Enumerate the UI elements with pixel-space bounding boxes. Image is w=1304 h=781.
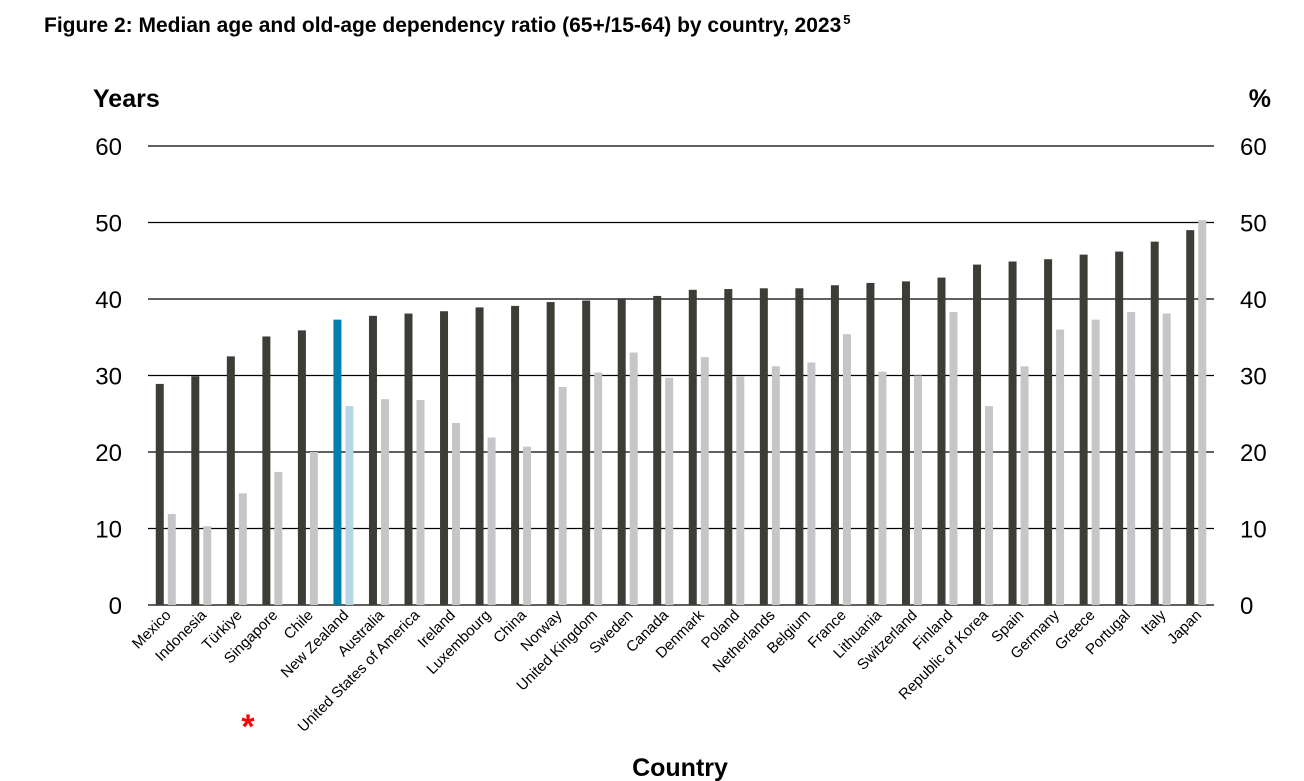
left-tick-label: 50 [95, 211, 122, 238]
bar-dependency-ratio-germany [1056, 329, 1065, 605]
bar-median-age-portugal [1115, 251, 1124, 605]
right-tick-label: 40 [1240, 287, 1267, 314]
bar-median-age-australia [368, 315, 377, 605]
bar-median-age-finland [937, 277, 946, 605]
bar-dependency-ratio-chile [309, 452, 318, 605]
bar-dependency-ratio-switzerland [913, 375, 922, 605]
gridlines [148, 145, 1214, 606]
bar-dependency-ratio-norway [558, 386, 567, 605]
bar-median-age-poland [724, 289, 733, 605]
bar-median-age-greece [1079, 254, 1088, 605]
bar-dependency-ratio-italy [1162, 313, 1171, 605]
bar-dependency-ratio-netherlands [771, 366, 780, 605]
bar-median-age-denmark [688, 289, 697, 605]
highlight-asterisk-marker: * [241, 708, 255, 746]
bar-dependency-ratio-ireland [452, 422, 461, 605]
left-tick-label: 10 [95, 517, 122, 544]
bar-dependency-ratio-sweden [629, 352, 638, 605]
bar-dependency-ratio-new-zealand [345, 406, 354, 605]
bar-median-age-ireland [440, 311, 449, 605]
left-tick-label: 40 [95, 287, 122, 314]
bar-dependency-ratio-australia [380, 399, 389, 605]
bar-median-age-mexico [155, 383, 164, 605]
bar-dependency-ratio-luxembourg [487, 437, 496, 605]
x-axis-title: Country [632, 754, 728, 781]
right-tick-label: 20 [1240, 440, 1267, 467]
bar-median-age-netherlands [759, 288, 768, 605]
bar-dependency-ratio-lithuania [878, 371, 887, 605]
bar-median-age-france [830, 285, 839, 605]
bar-dependency-ratio-denmark [700, 357, 709, 605]
right-tick-label: 50 [1240, 211, 1267, 238]
right-axis-ticks: 0 10 20 30 40 50 60 [1240, 134, 1267, 620]
bar-dependency-ratio-greece [1091, 319, 1100, 605]
bar-median-age-republic-of-korea [973, 264, 982, 605]
left-tick-label: 0 [109, 593, 122, 620]
bar-median-age-china [511, 305, 520, 605]
bar-median-age-new-zealand [333, 319, 342, 605]
bar-dependency-ratio-singapore [274, 471, 283, 605]
chart-title-text: Figure 2: Median age and old-age depende… [44, 14, 842, 37]
right-tick-label: 30 [1240, 364, 1267, 391]
right-tick-label: 10 [1240, 517, 1267, 544]
bar-dependency-ratio-japan [1198, 220, 1207, 605]
right-axis-title: % [1249, 85, 1271, 113]
bar-median-age-indonesia [191, 376, 200, 605]
bar-dependency-ratio-belgium [807, 362, 816, 605]
bar-median-age-united-kingdom [582, 300, 591, 605]
bar-dependency-ratio-mexico [167, 513, 176, 605]
left-tick-label: 30 [95, 364, 122, 391]
bar-dependency-ratio-t-rkiye [238, 493, 247, 605]
bar-median-age-japan [1186, 230, 1195, 605]
title-footnote: 5 [843, 12, 851, 27]
right-tick-label: 0 [1240, 593, 1253, 620]
left-axis-ticks: 0 10 20 30 40 50 60 [95, 134, 122, 620]
bar-median-age-spain [1008, 261, 1017, 605]
left-tick-label: 60 [95, 134, 122, 161]
bar-dependency-ratio-poland [736, 376, 745, 605]
right-tick-label: 60 [1240, 134, 1267, 161]
bars [155, 220, 1207, 605]
bar-dependency-ratio-france [842, 334, 851, 605]
bar-dependency-ratio-china [523, 446, 532, 605]
bar-dependency-ratio-finland [949, 312, 958, 605]
bar-median-age-germany [1044, 259, 1053, 605]
bar-median-age-lithuania [866, 282, 875, 605]
bar-median-age-canada [653, 295, 662, 605]
bar-dependency-ratio-united-kingdom [594, 372, 603, 605]
bar-median-age-chile [297, 330, 306, 605]
bar-median-age-italy [1150, 241, 1159, 605]
left-axis-title: Years [93, 85, 160, 113]
bar-median-age-switzerland [901, 281, 910, 605]
bar-median-age-sweden [617, 298, 626, 605]
left-tick-label: 20 [95, 440, 122, 467]
bar-median-age-singapore [262, 336, 271, 605]
bar-dependency-ratio-spain [1020, 366, 1029, 605]
bar-dependency-ratio-indonesia [203, 526, 212, 605]
bar-median-age-belgium [795, 288, 804, 605]
bar-median-age-united-states-of-america [404, 313, 413, 605]
bar-dependency-ratio-republic-of-korea [985, 406, 994, 605]
bar-dependency-ratio-canada [665, 377, 674, 605]
chart-title: Figure 2: Median age and old-age depende… [44, 12, 851, 38]
bar-median-age-luxembourg [475, 307, 484, 605]
bar-dependency-ratio-portugal [1127, 312, 1136, 605]
category-label: Japan [1164, 607, 1205, 648]
bar-median-age-t-rkiye [226, 356, 235, 605]
bar-dependency-ratio-united-states-of-america [416, 399, 425, 605]
bar-median-age-norway [546, 302, 555, 605]
